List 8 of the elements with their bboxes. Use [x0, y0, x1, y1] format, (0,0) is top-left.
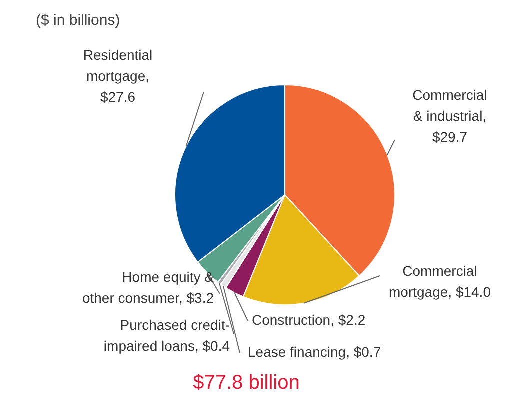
slice-label: Construction, $2.2: [252, 312, 366, 328]
slice-label: Lease financing, $0.7: [248, 344, 382, 360]
text: $77.8 billion: [192, 372, 301, 395]
slice-label: Commercial mortgage, $14.0: [389, 263, 492, 300]
slice-label: Purchased credit-impaired loans, $0.4: [104, 317, 230, 354]
chart-subtitle: ($ in billions): [36, 12, 120, 29]
slice-label: Residential mortgage, $27.6: [83, 47, 153, 105]
slice-label: Commercial & industrial, $29.7: [412, 87, 488, 145]
